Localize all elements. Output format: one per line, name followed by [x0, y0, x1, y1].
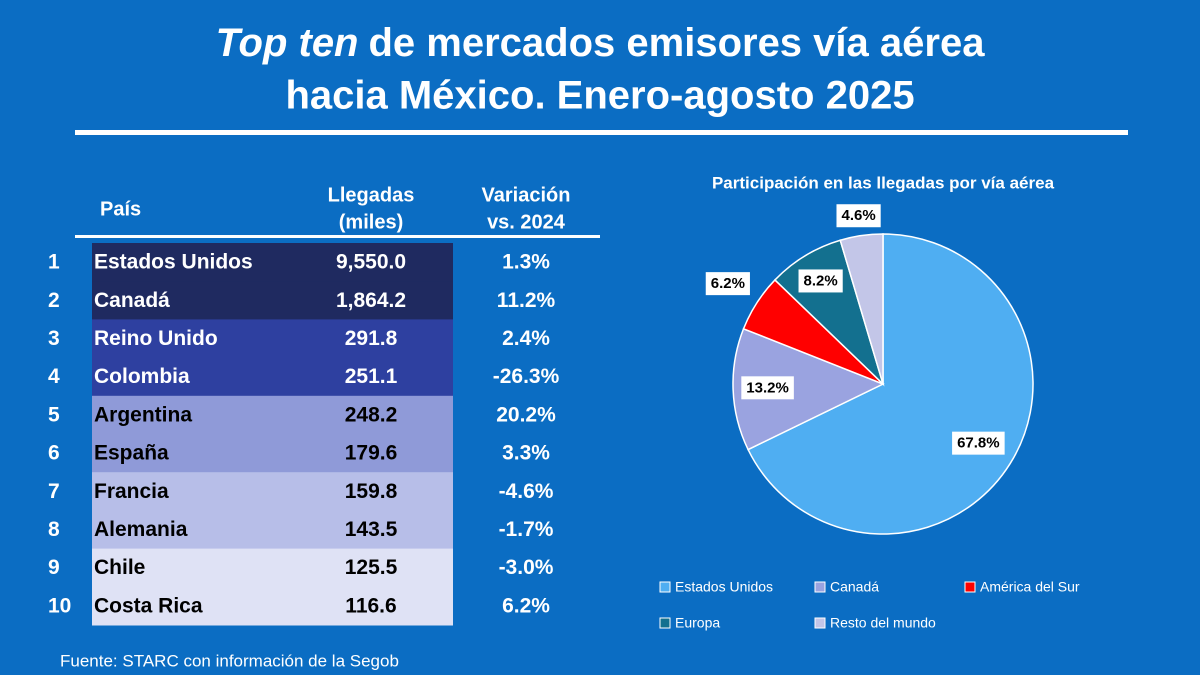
arrivals-cell: 251.1	[345, 365, 398, 388]
rank-cell: 3	[48, 327, 60, 350]
row-band	[92, 472, 453, 511]
variation-cell: 6.2%	[502, 594, 550, 617]
data-label-text: 8.2%	[804, 272, 838, 289]
row-band	[92, 395, 453, 435]
country-cell: Reino Unido	[94, 327, 218, 350]
arrivals-cell: 125.5	[345, 556, 398, 579]
rank-cell: 5	[48, 403, 60, 426]
variation-cell: 11.2%	[497, 289, 556, 312]
data-label: 13.2%	[741, 376, 794, 400]
data-label-box	[836, 204, 881, 228]
rank-cell: 10	[48, 594, 71, 617]
row-band	[92, 434, 453, 473]
row-band	[92, 357, 453, 397]
row-band	[92, 586, 453, 626]
country-cell: Costa Rica	[94, 594, 203, 617]
row-band	[92, 319, 453, 359]
row-band	[92, 243, 453, 282]
data-label-box	[798, 269, 843, 293]
legend-entry: Estados Unidos	[675, 579, 773, 595]
variation-cell: -3.0%	[499, 556, 554, 579]
data-label-text: 13.2%	[746, 379, 789, 396]
data-label: 8.2%	[798, 269, 843, 293]
arrivals-cell: 1,864.2	[336, 289, 406, 312]
legend-swatch	[814, 617, 826, 629]
legend-swatch	[659, 581, 671, 593]
title-line: Top ten de mercados emisores vía aérea	[216, 21, 986, 65]
arrivals-cell: 143.5	[345, 518, 398, 541]
column-header: Variación	[482, 184, 571, 206]
legend-entry: Europa	[675, 615, 720, 631]
variation-cell: -1.7%	[499, 518, 554, 541]
country-cell: Chile	[94, 556, 145, 579]
variation-cell: 2.4%	[502, 327, 550, 350]
title-text: de mercados emisores vía aérea	[369, 21, 986, 65]
country-cell: Canadá	[94, 289, 170, 312]
arrivals-cell: 179.6	[345, 442, 398, 465]
header-rule	[75, 235, 600, 238]
rank-cell: 8	[48, 518, 60, 541]
legend-entry: América del Sur	[980, 579, 1080, 595]
country-cell: Colombia	[94, 365, 190, 388]
arrivals-cell: 116.6	[345, 594, 396, 617]
rank-cell: 4	[48, 365, 60, 388]
variation-cell: 3.3%	[502, 442, 550, 465]
data-label-box	[741, 376, 794, 400]
variation-cell: -4.6%	[499, 480, 554, 503]
pie-slice	[732, 327, 885, 451]
legend-swatch	[814, 581, 826, 593]
arrivals-cell: 291.8	[345, 327, 398, 350]
row-band	[92, 548, 453, 588]
country-cell: Francia	[94, 480, 169, 503]
title-emphasis: Top ten	[216, 21, 359, 65]
data-label-text: 67.8%	[957, 435, 1000, 452]
arrivals-cell: 9,550.0	[336, 251, 406, 274]
column-header: (miles)	[339, 211, 403, 233]
column-header: Llegadas	[328, 184, 415, 206]
country-cell: Argentina	[94, 403, 192, 426]
legend-entry: Canadá	[830, 579, 879, 595]
data-label-box	[952, 431, 1005, 455]
rank-cell: 2	[48, 289, 60, 312]
rank-cell: 6	[48, 442, 60, 465]
country-cell: Estados Unidos	[94, 251, 253, 274]
data-label: 6.2%	[705, 272, 750, 296]
title-line: hacia México. Enero-agosto 2025	[285, 74, 914, 118]
rank-cell: 1	[48, 251, 60, 274]
arrivals-cell: 248.2	[345, 403, 398, 426]
rank-cell: 7	[48, 480, 60, 503]
variation-cell: 20.2%	[496, 403, 556, 426]
row-band	[92, 510, 453, 550]
data-label: 67.8%	[952, 431, 1005, 455]
legend-swatch	[659, 617, 671, 629]
chart-title: Participación en las llegadas por vía aé…	[712, 173, 1055, 192]
data-label: 4.6%	[836, 204, 881, 228]
column-header: vs. 2024	[487, 211, 566, 233]
variation-cell: -26.3%	[493, 365, 560, 388]
source: Fuente: STARC con información de la Sego…	[60, 651, 399, 670]
legend-entry: Resto del mundo	[830, 615, 936, 631]
data-label-box	[705, 272, 750, 296]
rank-cell: 9	[48, 556, 60, 579]
title-rule	[75, 130, 1128, 135]
column-header: País	[100, 198, 141, 220]
country-cell: Alemania	[94, 518, 188, 541]
arrivals-cell: 159.8	[345, 480, 398, 503]
pie-slice	[839, 233, 884, 385]
pie-slice	[747, 233, 1034, 535]
legend-swatch	[964, 581, 976, 593]
data-label-text: 4.6%	[841, 207, 875, 224]
data-label-text: 6.2%	[711, 275, 745, 292]
country-cell: España	[94, 442, 169, 465]
row-band	[92, 281, 453, 320]
variation-cell: 1.3%	[502, 251, 550, 274]
